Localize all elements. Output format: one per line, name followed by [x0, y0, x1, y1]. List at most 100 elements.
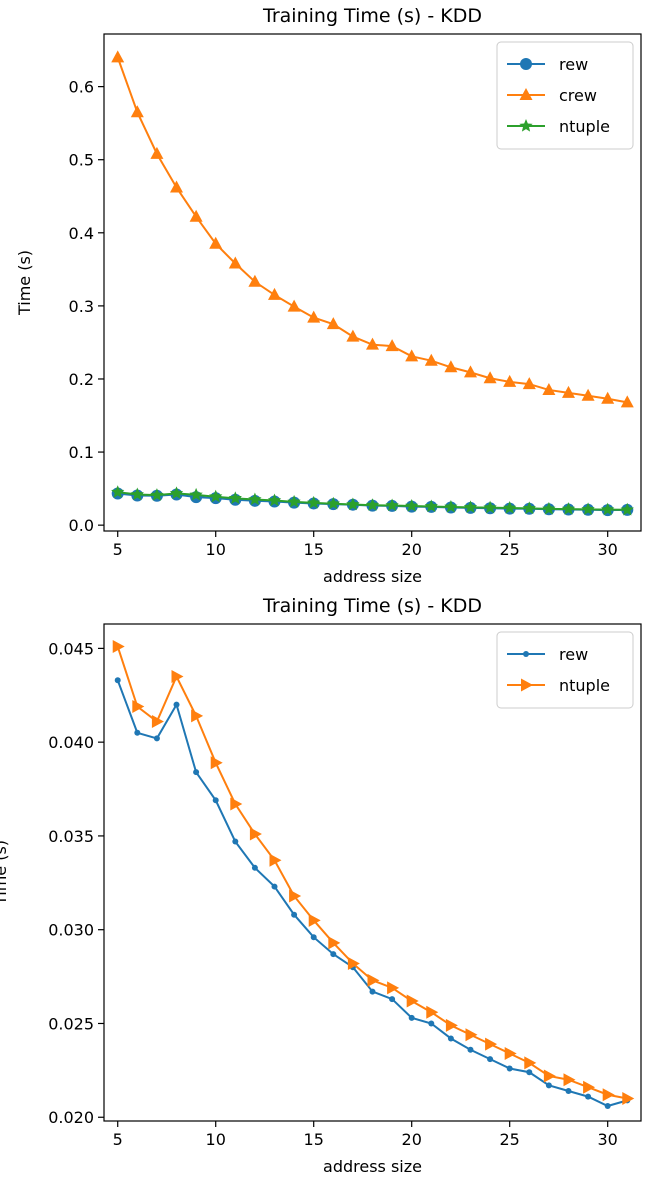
y-tick-label: 0.025: [48, 1014, 94, 1033]
legend-label: ntuple: [559, 117, 610, 136]
data-point-ntuple: [249, 827, 262, 841]
data-point-ntuple: [463, 500, 478, 513]
data-point-rew: [173, 701, 180, 708]
data-point-rew: [506, 1065, 513, 1072]
data-point-ntuple: [189, 487, 203, 501]
data-point-crew: [385, 339, 399, 352]
y-tick-label: 0.4: [69, 224, 94, 243]
data-point-crew: [150, 146, 164, 159]
data-point-ntuple: [405, 499, 419, 512]
y-tick-label: 0.045: [48, 639, 94, 658]
data-point-ntuple: [445, 1018, 458, 1032]
data-point-ntuple: [465, 1028, 478, 1042]
data-point-rew: [310, 934, 317, 941]
data-point-rew: [408, 1014, 415, 1021]
data-point-ntuple: [346, 497, 360, 511]
x-tick-label: 15: [304, 1130, 324, 1149]
data-point-ntuple: [111, 485, 125, 498]
data-point-ntuple: [485, 1037, 498, 1051]
series-line-rew: [116, 679, 628, 1108]
y-tick-label: 0.030: [48, 921, 94, 940]
x-tick-label: 25: [500, 1130, 520, 1149]
data-point-rew: [134, 729, 141, 736]
data-point-ntuple: [132, 700, 145, 714]
data-point-crew: [561, 385, 575, 398]
y-tick-label: 0.2: [69, 370, 94, 389]
data-point-rew: [447, 1035, 454, 1042]
data-point-ntuple: [209, 489, 223, 503]
data-point-ntuple: [151, 715, 164, 729]
data-point-ntuple: [365, 498, 380, 511]
series-ntuple: [111, 485, 634, 516]
data-point-crew: [268, 287, 282, 300]
data-point-ntuple: [169, 486, 184, 500]
legend-item-ntuple: ntuple: [507, 117, 610, 136]
legend-marker: [519, 88, 533, 100]
data-point-ntuple: [191, 709, 204, 723]
chart-1: Training Time (s) - KDD 5 10 15 20 25 30 0.0 0.1…: [15, 5, 642, 586]
data-point-crew: [463, 365, 477, 378]
y-tick-label: 0.020: [48, 1108, 94, 1127]
data-point-ntuple: [228, 491, 242, 504]
data-point-crew: [581, 388, 595, 401]
x-tick-label: 30: [598, 540, 618, 559]
legend-item-rew: rew: [507, 645, 588, 664]
data-point-ntuple: [112, 640, 125, 654]
x-axis-label: address size: [323, 1157, 422, 1176]
data-point-ntuple: [426, 1005, 439, 1019]
legend-label: crew: [559, 86, 597, 105]
y-axis-label: Time (s): [15, 250, 34, 316]
data-point-ntuple: [504, 1046, 517, 1060]
data-point-crew: [366, 337, 379, 350]
data-point-crew: [130, 105, 144, 118]
chart-title: Training Time (s) - KDD: [262, 5, 482, 27]
legend-marker: [523, 651, 529, 657]
data-point-rew: [212, 797, 219, 804]
y-tick-label: 0.1: [69, 443, 94, 462]
y-tick-label: 0.040: [48, 733, 94, 752]
data-point-rew: [232, 838, 239, 845]
data-point-rew: [369, 988, 376, 995]
data-point-ntuple: [387, 981, 400, 995]
data-point-rew: [526, 1069, 533, 1076]
data-point-rew: [291, 911, 298, 918]
data-point-ntuple: [561, 502, 576, 515]
data-point-ntuple: [308, 913, 321, 927]
data-point-ntuple: [307, 495, 321, 509]
y-axis-label: Time (s): [0, 840, 10, 906]
data-point-crew: [189, 209, 203, 222]
data-point-crew: [111, 50, 125, 63]
data-point-ntuple: [602, 1088, 615, 1102]
x-tick-label: 25: [500, 540, 520, 559]
data-point-ntuple: [424, 499, 438, 513]
data-point-rew: [389, 996, 396, 1003]
data-point-crew: [601, 391, 615, 404]
data-point-ntuple: [289, 889, 302, 903]
series-ntuple: [112, 640, 635, 1105]
y-tick-label: 0.035: [48, 827, 94, 846]
data-point-crew: [444, 360, 458, 373]
data-point-ntuple: [622, 1091, 635, 1105]
data-point-ntuple: [620, 502, 634, 516]
chart-2: Training Time (s) - KDD 5 10 15 20 25 30 0.020 0…: [0, 595, 642, 1176]
legend: rew crew ntuple: [496, 41, 634, 150]
data-point-crew: [326, 317, 340, 330]
data-point-crew: [307, 310, 321, 323]
data-point-ntuple: [230, 797, 243, 811]
data-point-crew: [346, 329, 360, 342]
data-point-ntuple: [406, 994, 419, 1008]
data-point-ntuple: [483, 500, 497, 514]
x-tick-label: 5: [113, 1130, 123, 1149]
plot-frame: [103, 33, 642, 532]
data-point-rew: [467, 1046, 474, 1053]
data-point-ntuple: [503, 501, 517, 514]
chart-title: Training Time (s) - KDD: [262, 595, 482, 617]
legend-box: [496, 631, 634, 709]
legend-item-rew: rew: [507, 55, 588, 74]
data-point-ntuple: [328, 936, 341, 950]
data-point-ntuple: [542, 501, 556, 515]
y-tick-label: 0.6: [69, 78, 94, 97]
legend-label: rew: [559, 645, 588, 664]
data-point-crew: [248, 274, 262, 287]
